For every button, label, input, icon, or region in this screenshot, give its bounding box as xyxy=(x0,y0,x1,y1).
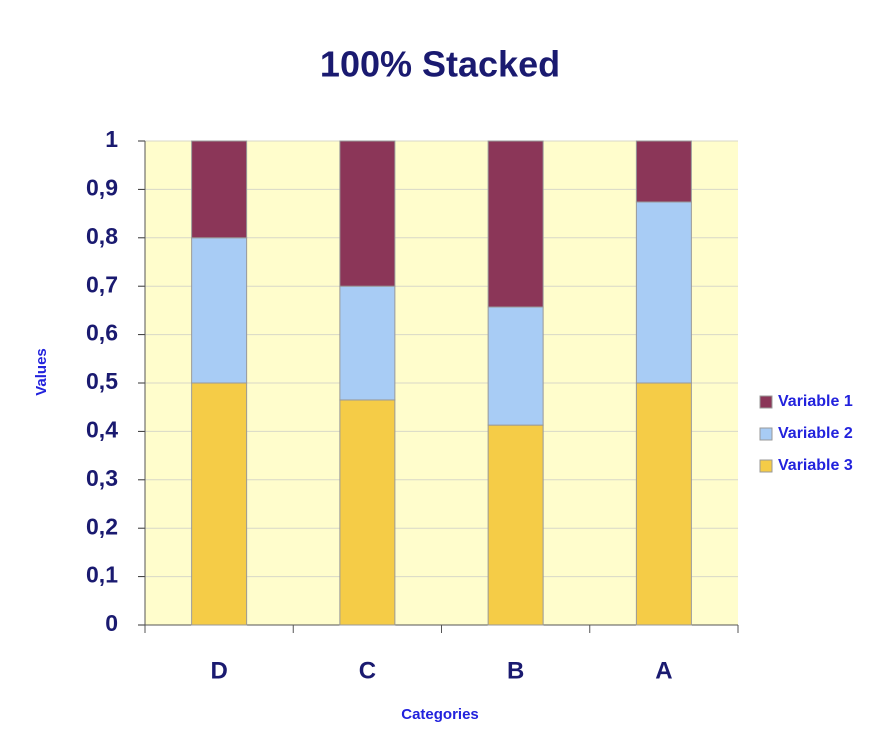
legend-swatch xyxy=(759,427,773,441)
bar-segment xyxy=(339,140,396,287)
bar-segment xyxy=(191,382,248,626)
y-tick-label: 0,8 xyxy=(86,223,118,249)
bar-segment xyxy=(487,306,544,426)
bar-segment xyxy=(487,140,544,308)
bar-segment xyxy=(635,382,692,626)
bar-segment xyxy=(191,237,248,384)
legend-label: Variable 2 xyxy=(778,425,853,442)
bar-segment xyxy=(191,140,248,239)
x-tick-label: D xyxy=(210,657,227,684)
x-tick-label: B xyxy=(507,657,524,684)
bar-segment xyxy=(635,201,692,384)
bar-segment xyxy=(487,424,544,626)
y-tick-label: 0,7 xyxy=(86,271,118,297)
chart-title: 100% Stacked xyxy=(320,44,560,85)
x-tick-label: A xyxy=(655,657,672,684)
legend-swatch xyxy=(759,459,773,473)
x-axis-title: Categories xyxy=(401,706,479,723)
y-tick-label: 0 xyxy=(105,610,118,636)
bar-segment xyxy=(339,285,396,401)
legend-label: Variable 1 xyxy=(778,393,853,410)
bar-segment xyxy=(339,399,396,626)
legend-label: Variable 3 xyxy=(778,457,853,474)
y-tick-label: 0,3 xyxy=(86,465,118,491)
legend-swatch xyxy=(759,395,773,409)
bar-segment xyxy=(635,140,692,203)
y-tick-label: 0,6 xyxy=(86,320,118,346)
y-tick-label: 0,5 xyxy=(86,368,118,394)
x-tick-label: C xyxy=(359,657,376,684)
y-tick-label: 1 xyxy=(105,126,118,152)
y-tick-label: 0,1 xyxy=(86,562,118,588)
y-axis-title: Values xyxy=(33,348,50,396)
y-tick-label: 0,9 xyxy=(86,174,118,200)
y-tick-label: 0,4 xyxy=(86,416,118,442)
y-tick-label: 0,2 xyxy=(86,513,118,539)
